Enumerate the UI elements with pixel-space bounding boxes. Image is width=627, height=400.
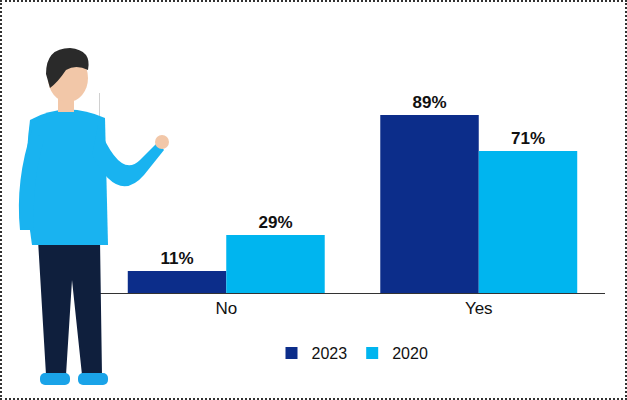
svg-text:29%: 29% (258, 213, 292, 232)
svg-text:2020: 2020 (392, 345, 428, 362)
svg-text:71%: 71% (511, 129, 545, 148)
svg-text:No: No (215, 299, 237, 318)
svg-text:11%: 11% (160, 249, 193, 268)
svg-text:89%: 89% (412, 93, 446, 112)
svg-text:2023: 2023 (312, 345, 348, 362)
svg-text:Yes: Yes (465, 299, 493, 318)
